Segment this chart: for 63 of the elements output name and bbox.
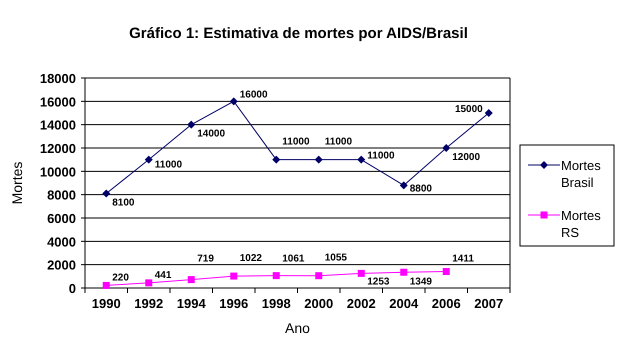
data-label: 8800 [410,183,432,194]
point [230,97,238,106]
data-label: 11000 [154,160,182,171]
point [102,282,110,289]
point [145,279,152,286]
x-tick-label: 2004 [389,296,419,311]
x-tick-label: 1990 [92,296,121,311]
point [400,268,408,276]
point [358,270,365,277]
x-tick-label: 2007 [474,296,504,311]
x-tick-label: 1998 [262,296,291,311]
y-tick-label: 18000 [40,71,76,86]
point [144,156,153,164]
x-tick-label: 2002 [346,296,376,311]
point [187,120,196,129]
point [400,181,408,190]
chart-title: Gráfico 1: Estimativa de mortes por AIDS/Brasil [129,25,468,42]
y-tick-label: 2000 [47,258,76,273]
data-label: 1061 [282,254,305,265]
x-tick-label: 1996 [219,296,248,311]
point [442,144,450,152]
y-tick-label: 6000 [47,211,76,226]
data-label: 441 [154,270,172,281]
data-label: 1349 [410,276,432,288]
y-tick-label: 4000 [47,234,76,250]
legend-label: Mortes Brasil [561,158,602,190]
x-tick-label: 2006 [432,296,461,311]
point [230,272,238,280]
point [484,109,493,117]
data-label: 8100 [112,198,135,208]
data-label: 11000 [282,136,310,148]
point [188,276,195,284]
y-tick-label: 16000 [40,94,76,110]
point [102,190,110,198]
x-axis-title: Ano [285,320,310,336]
data-label: 11000 [324,136,352,148]
y-axis-title: Mortes [9,162,25,204]
data-label: 220 [112,272,130,284]
point [272,272,280,280]
data-label: 1253 [367,276,390,288]
data-label: 1411 [452,254,474,265]
y-tick-label: 8000 [47,188,76,203]
x-tick-label: 1994 [176,296,206,311]
data-label: 11000 [367,150,395,162]
point [357,156,366,164]
y-tick-label: 10000 [40,164,76,180]
x-tick-label: 2000 [304,296,334,311]
data-label: 719 [197,254,214,265]
data-label: 14000 [197,128,226,140]
legend-label: Mortes RS [561,208,602,240]
point [272,156,280,164]
data-label: 16000 [240,89,268,100]
data-label: 1022 [240,253,262,264]
point [442,268,450,276]
y-tick-label: 0 [68,281,76,296]
data-label: 12000 [452,152,480,163]
y-tick-label: 14000 [40,118,76,133]
y-tick-label: 12000 [40,141,76,156]
data-label: 1055 [324,252,348,264]
data-label: 15000 [454,104,484,115]
point [315,272,322,280]
x-tick-label: 1992 [134,296,164,311]
point [314,156,323,164]
